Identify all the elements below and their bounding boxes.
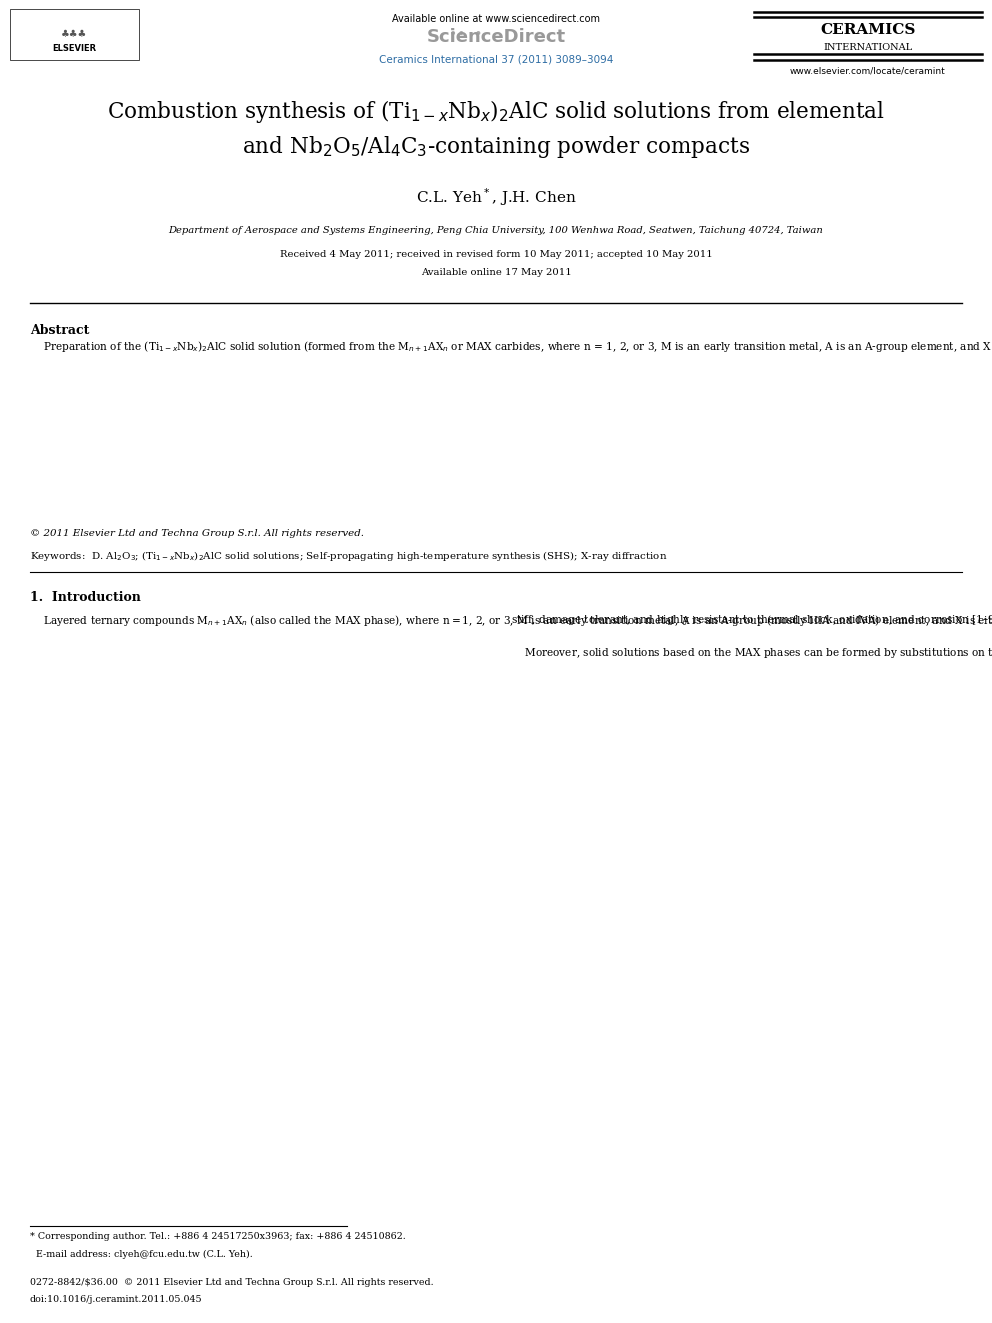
Text: ELSEVIER: ELSEVIER [53, 45, 96, 53]
Text: E-mail address: clyeh@fcu.edu.tw (C.L. Yeh).: E-mail address: clyeh@fcu.edu.tw (C.L. Y… [30, 1250, 253, 1259]
Text: doi:10.1016/j.ceramint.2011.05.045: doi:10.1016/j.ceramint.2011.05.045 [30, 1295, 202, 1304]
Text: 1.  Introduction: 1. Introduction [30, 591, 141, 605]
Text: ScienceDirect: ScienceDirect [427, 28, 565, 46]
Text: Keywords:  D. Al$_2$O$_3$; (Ti$_{1-x}$Nb$_x$)$_2$AlC solid solutions; Self-propa: Keywords: D. Al$_2$O$_3$; (Ti$_{1-x}$Nb$… [30, 549, 668, 564]
Text: Ceramics International 37 (2011) 3089–3094: Ceramics International 37 (2011) 3089–30… [379, 54, 613, 65]
Text: * Corresponding author. Tel.: +886 4 24517250x3963; fax: +886 4 24510862.: * Corresponding author. Tel.: +886 4 245… [30, 1232, 406, 1241]
Text: ••  •: •• • [449, 28, 483, 41]
Text: Available online at www.sciencedirect.com: Available online at www.sciencedirect.co… [392, 13, 600, 24]
Text: Layered ternary compounds M$_{n+1}$AX$_n$ (also called the MAX phase), where n =: Layered ternary compounds M$_{n+1}$AX$_n… [30, 613, 992, 627]
Text: Combustion synthesis of (Ti$_{1-x}$Nb$_x$)$_2$AlC solid solutions from elemental: Combustion synthesis of (Ti$_{1-x}$Nb$_x… [107, 98, 885, 124]
Text: C.L. Yeh$^*$, J.H. Chen: C.L. Yeh$^*$, J.H. Chen [416, 187, 576, 208]
Text: 0272-8842/$36.00  © 2011 Elsevier Ltd and Techna Group S.r.l. All rights reserve: 0272-8842/$36.00 © 2011 Elsevier Ltd and… [30, 1278, 434, 1287]
Text: Available online 17 May 2011: Available online 17 May 2011 [421, 269, 571, 277]
Text: www.elsevier.com/locate/ceramint: www.elsevier.com/locate/ceramint [790, 67, 946, 75]
Text: INTERNATIONAL: INTERNATIONAL [823, 44, 913, 52]
Text: Department of Aerospace and Systems Engineering, Peng Chia University, 100 Wenhw: Department of Aerospace and Systems Engi… [169, 226, 823, 234]
Text: ♣♣♣: ♣♣♣ [62, 29, 87, 40]
Text: © 2011 Elsevier Ltd and Techna Group S.r.l. All rights reserved.: © 2011 Elsevier Ltd and Techna Group S.r… [30, 529, 364, 538]
Text: Received 4 May 2011; received in revised form 10 May 2011; accepted 10 May 2011: Received 4 May 2011; received in revised… [280, 250, 712, 258]
Bar [10, 9, 139, 60]
Text: and Nb$_2$O$_5$/Al$_4$C$_3$-containing powder compacts: and Nb$_2$O$_5$/Al$_4$C$_3$-containing p… [242, 134, 750, 160]
Text: CERAMICS: CERAMICS [820, 24, 916, 37]
Text: stiff, damage tolerant, and highly resistant to thermal shock, oxidation, and co: stiff, damage tolerant, and highly resis… [511, 613, 992, 660]
Text: Abstract: Abstract [30, 324, 89, 337]
Text: Preparation of the (Ti$_{1-x}$Nb$_x$)$_2$AlC solid solution (formed from the M$_: Preparation of the (Ti$_{1-x}$Nb$_x$)$_2… [30, 339, 992, 353]
